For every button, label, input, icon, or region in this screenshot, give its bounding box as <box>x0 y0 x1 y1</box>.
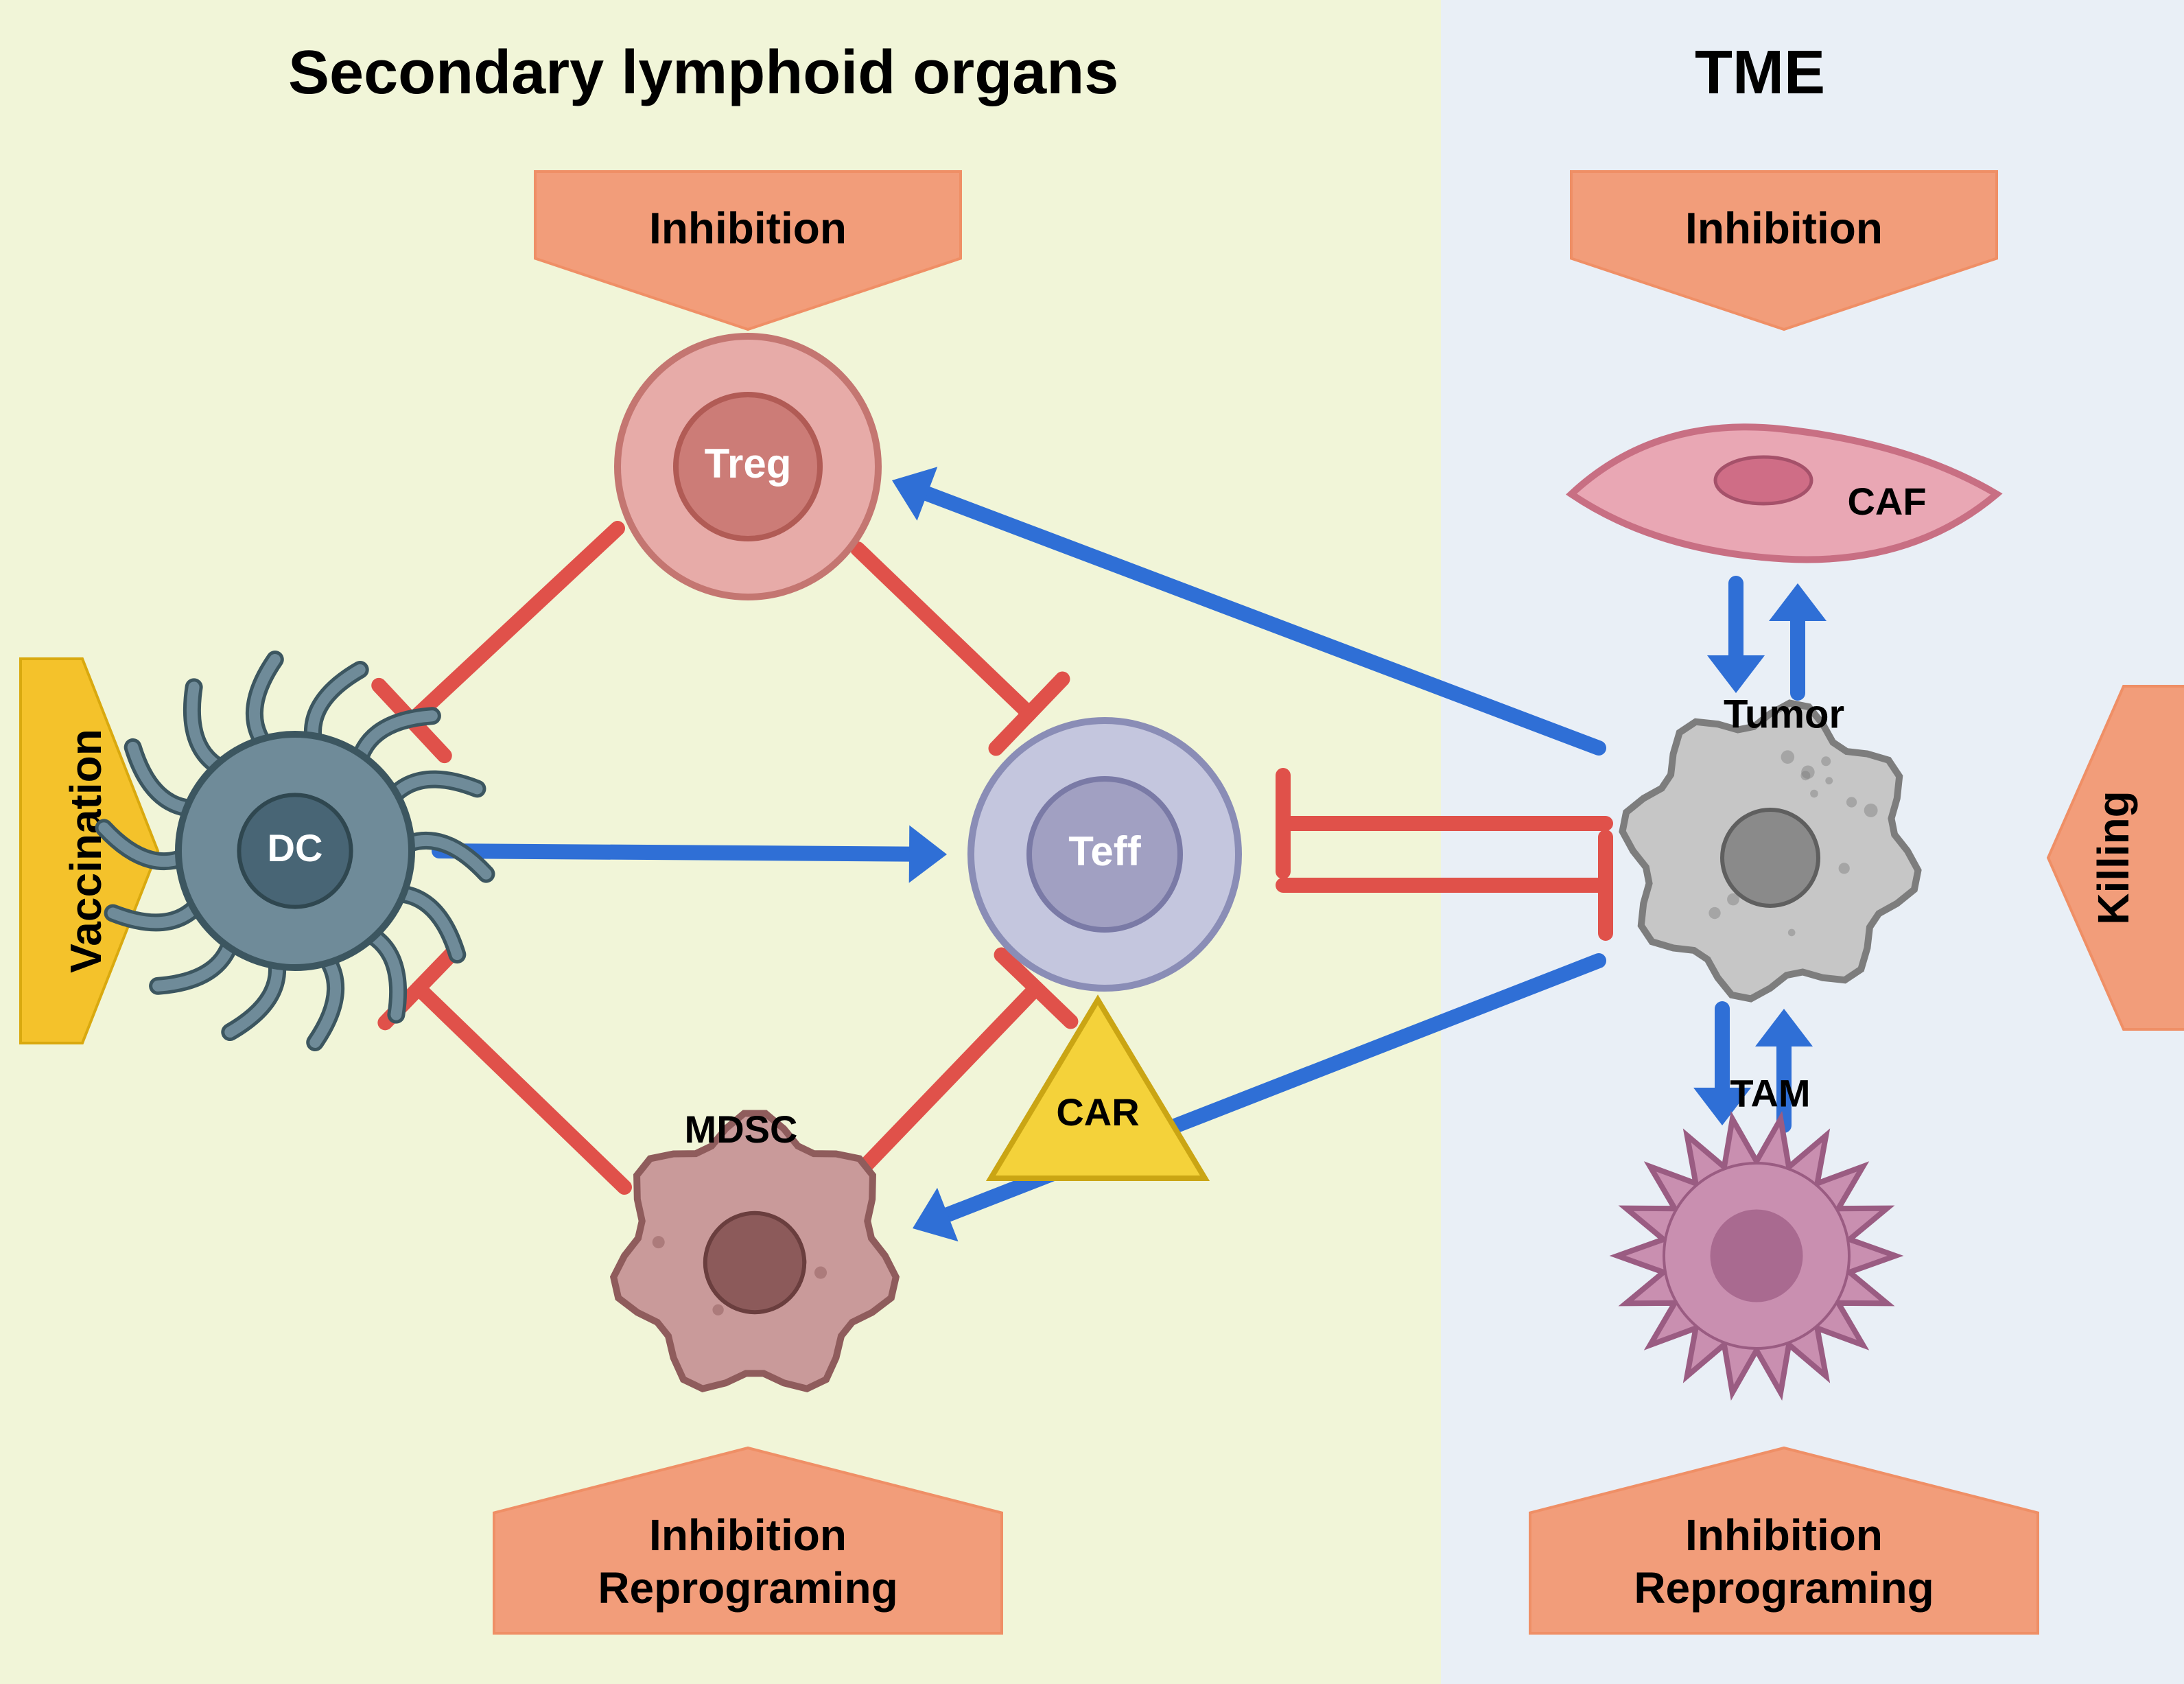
heading-lymphoid: Secondary lymphoid organs <box>288 38 1118 108</box>
panel-tme <box>1441 0 2184 1684</box>
panel-lymphoid <box>0 0 1441 1684</box>
heading-tme: TME <box>1695 38 1825 108</box>
